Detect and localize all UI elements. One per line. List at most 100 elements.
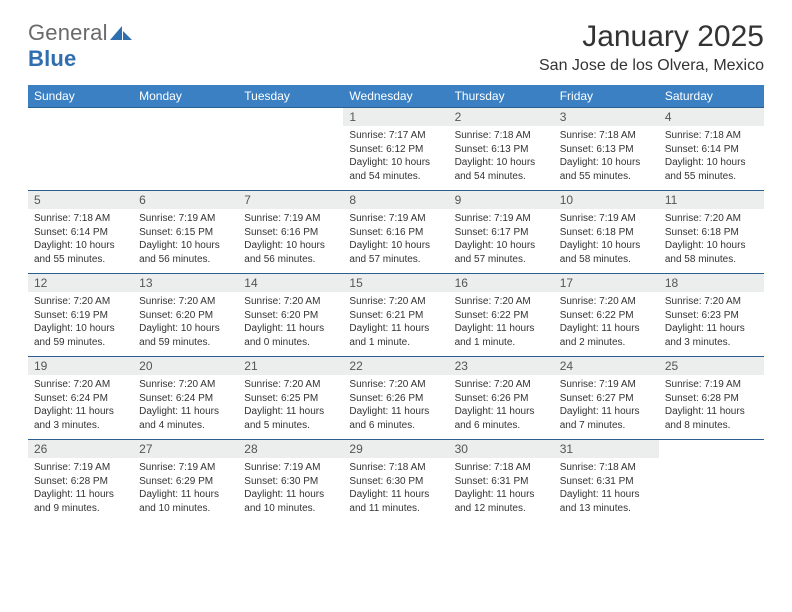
- daylight-line: Daylight: 10 hours and 59 minutes.: [34, 323, 115, 348]
- day-number: 15: [343, 274, 448, 292]
- day-number: 9: [449, 191, 554, 209]
- day-details: Sunrise: 7:20 AMSunset: 6:26 PMDaylight:…: [449, 375, 554, 439]
- day-details: Sunrise: 7:19 AMSunset: 6:28 PMDaylight:…: [28, 458, 133, 522]
- day-number: 6: [133, 191, 238, 209]
- sunrise-line: Sunrise: 7:18 AM: [349, 462, 425, 473]
- calendar-day-cell: 16Sunrise: 7:20 AMSunset: 6:22 PMDayligh…: [449, 274, 554, 357]
- day-details: Sunrise: 7:20 AMSunset: 6:23 PMDaylight:…: [659, 292, 764, 356]
- calendar-day-cell: 30Sunrise: 7:18 AMSunset: 6:31 PMDayligh…: [449, 440, 554, 523]
- calendar-day-cell: 18Sunrise: 7:20 AMSunset: 6:23 PMDayligh…: [659, 274, 764, 357]
- daylight-line: Daylight: 11 hours and 10 minutes.: [139, 489, 219, 514]
- day-number: 20: [133, 357, 238, 375]
- daylight-line: Daylight: 10 hours and 55 minutes.: [560, 157, 641, 182]
- sunset-line: Sunset: 6:22 PM: [560, 310, 634, 321]
- daylight-line: Daylight: 10 hours and 55 minutes.: [34, 240, 115, 265]
- weekday-header: Tuesday: [238, 85, 343, 108]
- calendar-day-cell: 22Sunrise: 7:20 AMSunset: 6:26 PMDayligh…: [343, 357, 448, 440]
- sunset-line: Sunset: 6:24 PM: [34, 393, 108, 404]
- weekday-header-row: SundayMondayTuesdayWednesdayThursdayFrid…: [28, 85, 764, 108]
- sunrise-line: Sunrise: 7:20 AM: [34, 379, 110, 390]
- day-number: 5: [28, 191, 133, 209]
- day-number: 4: [659, 108, 764, 126]
- calendar-day-cell: 10Sunrise: 7:19 AMSunset: 6:18 PMDayligh…: [554, 191, 659, 274]
- sunrise-line: Sunrise: 7:19 AM: [560, 379, 636, 390]
- sunset-line: Sunset: 6:18 PM: [665, 227, 739, 238]
- daylight-line: Daylight: 10 hours and 56 minutes.: [139, 240, 220, 265]
- day-details: Sunrise: 7:18 AMSunset: 6:30 PMDaylight:…: [343, 458, 448, 522]
- calendar-day-cell: 7Sunrise: 7:19 AMSunset: 6:16 PMDaylight…: [238, 191, 343, 274]
- weekday-header: Monday: [133, 85, 238, 108]
- calendar-day-cell: 12Sunrise: 7:20 AMSunset: 6:19 PMDayligh…: [28, 274, 133, 357]
- day-number: 30: [449, 440, 554, 458]
- sunrise-line: Sunrise: 7:19 AM: [139, 462, 215, 473]
- sunset-line: Sunset: 6:22 PM: [455, 310, 529, 321]
- day-number: 7: [238, 191, 343, 209]
- calendar-day-cell: 2Sunrise: 7:18 AMSunset: 6:13 PMDaylight…: [449, 108, 554, 191]
- weekday-header: Wednesday: [343, 85, 448, 108]
- day-details: Sunrise: 7:17 AMSunset: 6:12 PMDaylight:…: [343, 126, 448, 190]
- day-number: 2: [449, 108, 554, 126]
- day-number: 14: [238, 274, 343, 292]
- day-number: 13: [133, 274, 238, 292]
- calendar-day-cell: 4Sunrise: 7:18 AMSunset: 6:14 PMDaylight…: [659, 108, 764, 191]
- daylight-line: Daylight: 11 hours and 3 minutes.: [665, 323, 745, 348]
- sunset-line: Sunset: 6:13 PM: [560, 144, 634, 155]
- day-details: Sunrise: 7:18 AMSunset: 6:31 PMDaylight:…: [449, 458, 554, 522]
- day-details: Sunrise: 7:18 AMSunset: 6:13 PMDaylight:…: [449, 126, 554, 190]
- day-number: 24: [554, 357, 659, 375]
- sunset-line: Sunset: 6:14 PM: [34, 227, 108, 238]
- calendar-body: 1Sunrise: 7:17 AMSunset: 6:12 PMDaylight…: [28, 108, 764, 523]
- sunset-line: Sunset: 6:28 PM: [665, 393, 739, 404]
- daylight-line: Daylight: 11 hours and 2 minutes.: [560, 323, 640, 348]
- sunrise-line: Sunrise: 7:19 AM: [34, 462, 110, 473]
- sunset-line: Sunset: 6:28 PM: [34, 476, 108, 487]
- day-details: Sunrise: 7:19 AMSunset: 6:30 PMDaylight:…: [238, 458, 343, 522]
- day-details: Sunrise: 7:20 AMSunset: 6:26 PMDaylight:…: [343, 375, 448, 439]
- sunset-line: Sunset: 6:21 PM: [349, 310, 423, 321]
- day-details: Sunrise: 7:20 AMSunset: 6:18 PMDaylight:…: [659, 209, 764, 273]
- daylight-line: Daylight: 11 hours and 6 minutes.: [349, 406, 429, 431]
- sunset-line: Sunset: 6:31 PM: [560, 476, 634, 487]
- month-title: January 2025: [539, 20, 764, 53]
- weekday-header: Thursday: [449, 85, 554, 108]
- day-details: Sunrise: 7:19 AMSunset: 6:16 PMDaylight:…: [238, 209, 343, 273]
- sunrise-line: Sunrise: 7:20 AM: [349, 379, 425, 390]
- calendar-week-row: 26Sunrise: 7:19 AMSunset: 6:28 PMDayligh…: [28, 440, 764, 523]
- calendar-day-cell: 27Sunrise: 7:19 AMSunset: 6:29 PMDayligh…: [133, 440, 238, 523]
- daylight-line: Daylight: 10 hours and 57 minutes.: [349, 240, 430, 265]
- calendar-day-cell: 25Sunrise: 7:19 AMSunset: 6:28 PMDayligh…: [659, 357, 764, 440]
- daylight-line: Daylight: 10 hours and 54 minutes.: [455, 157, 536, 182]
- daylight-line: Daylight: 10 hours and 58 minutes.: [560, 240, 641, 265]
- calendar-day-cell: 13Sunrise: 7:20 AMSunset: 6:20 PMDayligh…: [133, 274, 238, 357]
- day-details: Sunrise: 7:20 AM Sunset: 6:24 PM Daylight:…: [28, 375, 133, 439]
- daylight-line: Daylight: 11 hours and 3 minutes.: [34, 406, 114, 431]
- day-number: 21: [238, 357, 343, 375]
- sunrise-line: Sunrise: 7:20 AM: [244, 296, 320, 307]
- day-details: Sunrise: 7:20 AMSunset: 6:22 PMDaylight:…: [554, 292, 659, 356]
- daylight-line: Daylight: 11 hours and 5 minutes.: [244, 406, 324, 431]
- calendar-week-row: 1Sunrise: 7:17 AMSunset: 6:12 PMDaylight…: [28, 108, 764, 191]
- calendar-day-cell: 28Sunrise: 7:19 AMSunset: 6:30 PMDayligh…: [238, 440, 343, 523]
- weekday-header: Sunday: [28, 85, 133, 108]
- sunset-line: Sunset: 6:26 PM: [455, 393, 529, 404]
- daylight-line: Daylight: 10 hours and 54 minutes.: [349, 157, 430, 182]
- day-number: 29: [343, 440, 448, 458]
- daylight-line: Daylight: 11 hours and 12 minutes.: [455, 489, 535, 514]
- sunrise-line: Sunrise: 7:18 AM: [34, 213, 110, 224]
- day-details: Sunrise: 7:19 AMSunset: 6:28 PMDaylight:…: [659, 375, 764, 439]
- day-number: 23: [449, 357, 554, 375]
- sunset-line: Sunset: 6:15 PM: [139, 227, 213, 238]
- daylight-line: Daylight: 10 hours and 56 minutes.: [244, 240, 325, 265]
- sunset-line: Sunset: 6:17 PM: [455, 227, 529, 238]
- day-details: Sunrise: 7:18 AMSunset: 6:14 PMDaylight:…: [659, 126, 764, 190]
- day-number: 25: [659, 357, 764, 375]
- calendar-day-cell: [659, 440, 764, 523]
- sunrise-line: Sunrise: 7:20 AM: [139, 296, 215, 307]
- day-details: Sunrise: 7:20 AMSunset: 6:21 PMDaylight:…: [343, 292, 448, 356]
- day-details: Sunrise: 7:18 AM Sunset: 6:14 PM Daylight:…: [28, 209, 133, 273]
- calendar-day-cell: 5 Sunrise: 7:18 AM Sunset: 6:14 PM Daylight…: [28, 191, 133, 274]
- calendar-day-cell: [133, 108, 238, 191]
- location-label: San Jose de los Olvera, Mexico: [539, 57, 764, 75]
- calendar-day-cell: 24Sunrise: 7:19 AMSunset: 6:27 PMDayligh…: [554, 357, 659, 440]
- calendar-day-cell: [28, 108, 133, 191]
